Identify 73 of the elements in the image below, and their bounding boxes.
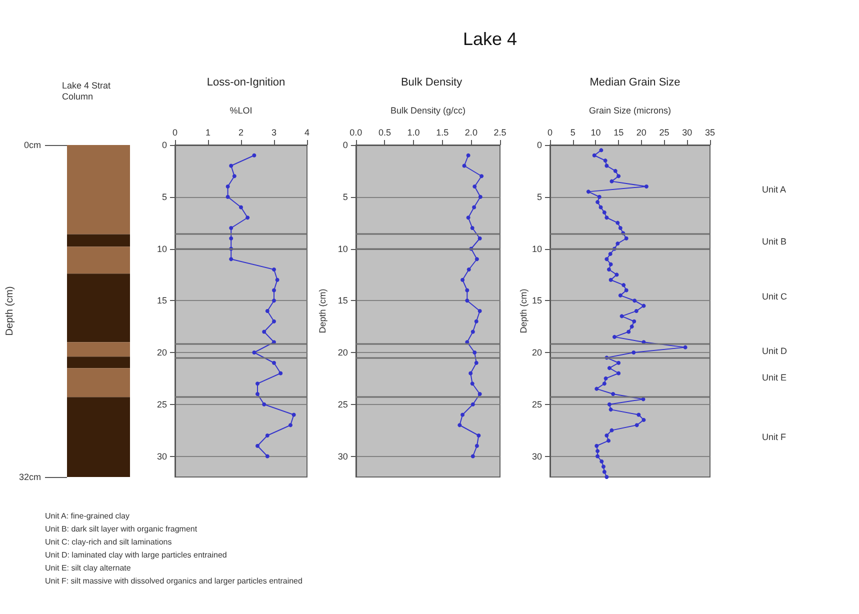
x-tick-label: 0 xyxy=(172,128,178,138)
y-tick-label: 25 xyxy=(338,399,348,410)
x-axis-title: %LOI xyxy=(230,106,252,116)
y-tick-label: 0 xyxy=(536,140,542,150)
bar xyxy=(67,246,130,274)
text: Unit D: laminated clay with large particles entrained xyxy=(45,550,227,560)
chart-title: Loss-on-Ignition xyxy=(206,76,286,88)
y-tick-label: 10 xyxy=(338,244,348,254)
y-axis-title: Depth (cm) xyxy=(318,288,328,334)
x-tick-label: 30 xyxy=(682,128,692,138)
chart-title: Median Grain Size xyxy=(590,76,680,88)
y-axis-title: Depth (cm) xyxy=(4,286,16,336)
y-tick-label: 5 xyxy=(536,192,542,202)
bar xyxy=(67,356,130,368)
text: Unit A xyxy=(762,184,786,195)
x-tick-label: 1.5 xyxy=(436,128,449,138)
y-tick-label: 20 xyxy=(156,348,167,358)
y-tick-label: 10 xyxy=(156,244,167,254)
y-tick-label: 0 xyxy=(162,140,167,150)
text: Unit B: dark silt layer with organic fragment xyxy=(45,524,198,534)
bar xyxy=(67,234,130,247)
y-tick-label: 25 xyxy=(532,399,542,410)
x-axis-title: Grain Size (microns) xyxy=(588,106,672,116)
y-tick-label: 30 xyxy=(338,451,348,462)
bar xyxy=(67,145,130,234)
y-tick-label: 0cm xyxy=(24,140,41,150)
chart-subtitle: Lake 4 Strat Column xyxy=(62,80,114,102)
bar xyxy=(67,397,130,477)
bar xyxy=(67,342,130,357)
x-tick-label: 2.5 xyxy=(494,128,506,138)
x-tick-label: 20 xyxy=(636,128,646,138)
text: Unit C xyxy=(762,291,788,302)
x-tick-label: 4 xyxy=(304,128,310,138)
x-tick-label: 25 xyxy=(659,128,670,138)
x-tick-label: 1.0 xyxy=(407,128,420,138)
x-tick-label: 1 xyxy=(205,128,211,138)
x-tick-label: 2.0 xyxy=(464,128,478,138)
x-tick-label: 35 xyxy=(704,128,716,138)
y-tick-label: 30 xyxy=(156,451,167,462)
text: Unit F xyxy=(762,432,787,442)
text: Lake 4 xyxy=(462,29,518,49)
y-tick-label: 15 xyxy=(338,296,348,306)
text: Unit E xyxy=(762,372,787,382)
x-tick-label: 0.0 xyxy=(350,128,362,138)
text: Unit D xyxy=(762,346,788,356)
y-tick-label: 15 xyxy=(532,296,542,306)
y-tick-label: 20 xyxy=(532,348,542,358)
x-tick-label: 0.5 xyxy=(378,128,391,138)
y-tick-label: 25 xyxy=(156,399,167,410)
x-axis-title: Bulk Density (g/cc) xyxy=(390,106,466,116)
text: Unit F: silt massive with dissolved organics and larger particles entrained xyxy=(45,576,302,586)
text: Unit B xyxy=(762,236,787,246)
y-tick-label: 20 xyxy=(338,348,348,358)
text: Unit A: fine-grained clay xyxy=(45,512,130,520)
x-tick-label: 3 xyxy=(271,128,277,138)
y-tick-label: 5 xyxy=(342,192,348,202)
chart-title: Bulk Density xyxy=(400,76,463,88)
y-tick-label: 30 xyxy=(532,451,542,462)
y-axis-title: Depth (cm) xyxy=(518,288,528,334)
bar xyxy=(67,368,130,398)
x-tick-label: 10 xyxy=(590,128,601,138)
bar xyxy=(67,274,130,342)
x-tick-label: 15 xyxy=(614,128,624,138)
y-tick-label: 10 xyxy=(532,244,542,254)
y-tick-label: 5 xyxy=(162,192,167,202)
x-tick-label: 5 xyxy=(570,128,576,138)
y-tick-label: 32cm xyxy=(18,472,41,482)
text: Unit C: clay-rich and silt laminations xyxy=(45,538,172,546)
x-tick-label: 0 xyxy=(547,128,553,138)
y-tick-label: 0 xyxy=(342,140,348,150)
x-tick-label: 2 xyxy=(238,128,244,138)
y-tick-label: 15 xyxy=(156,296,167,306)
text: Unit E: silt clay alternate xyxy=(45,564,132,572)
